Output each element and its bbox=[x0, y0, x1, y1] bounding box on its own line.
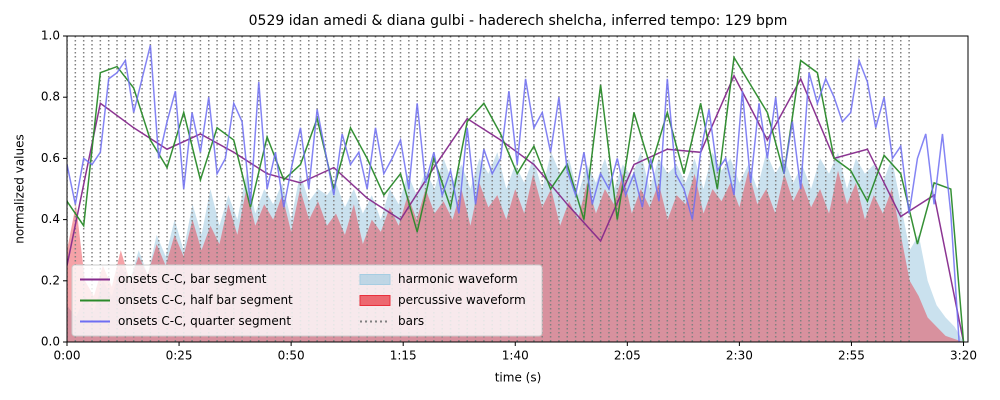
legend-swatch bbox=[359, 295, 391, 306]
y-tick-label: 0.2 bbox=[41, 273, 60, 287]
x-tick-label: 2:55 bbox=[838, 349, 865, 363]
x-tick-label: 2:30 bbox=[726, 349, 753, 363]
legend-label: onsets C-C, half bar segment bbox=[118, 293, 293, 307]
x-tick-label: 1:15 bbox=[390, 349, 417, 363]
onset-line bbox=[67, 55, 965, 342]
onset-line bbox=[67, 74, 965, 342]
x-tick-label: 0:00 bbox=[54, 349, 81, 363]
legend-label: harmonic waveform bbox=[398, 272, 518, 286]
x-tick-label: 0:50 bbox=[278, 349, 305, 363]
legend: onsets C-C, bar segment onsets C-C, half … bbox=[71, 264, 543, 337]
y-axis-label: normalized values bbox=[13, 134, 27, 244]
y-tick-label: 1.0 bbox=[41, 29, 60, 43]
legend-label: onsets C-C, bar segment bbox=[118, 272, 267, 286]
x-tick-label: 3:20 bbox=[950, 349, 977, 363]
x-tick-label: 0:25 bbox=[166, 349, 193, 363]
legend-label: percussive waveform bbox=[398, 293, 526, 307]
y-tick-label: 0.0 bbox=[41, 335, 60, 349]
chart-title: 0529 idan amedi & diana gulbi - haderech… bbox=[249, 13, 788, 29]
y-tick-label: 0.8 bbox=[41, 90, 60, 104]
legend-label: bars bbox=[398, 314, 424, 328]
legend-label: onsets C-C, quarter segment bbox=[118, 314, 291, 328]
axes-frame bbox=[66, 35, 969, 343]
legend-swatch bbox=[359, 274, 391, 285]
x-tick-label: 1:40 bbox=[502, 349, 529, 363]
legend-box bbox=[71, 264, 543, 337]
onset-line bbox=[67, 44, 960, 342]
x-tick-label: 2:05 bbox=[614, 349, 641, 363]
x-axis-label: time (s) bbox=[495, 371, 542, 385]
y-tick-label: 0.6 bbox=[41, 151, 60, 165]
y-tick-label: 0.4 bbox=[41, 212, 60, 226]
